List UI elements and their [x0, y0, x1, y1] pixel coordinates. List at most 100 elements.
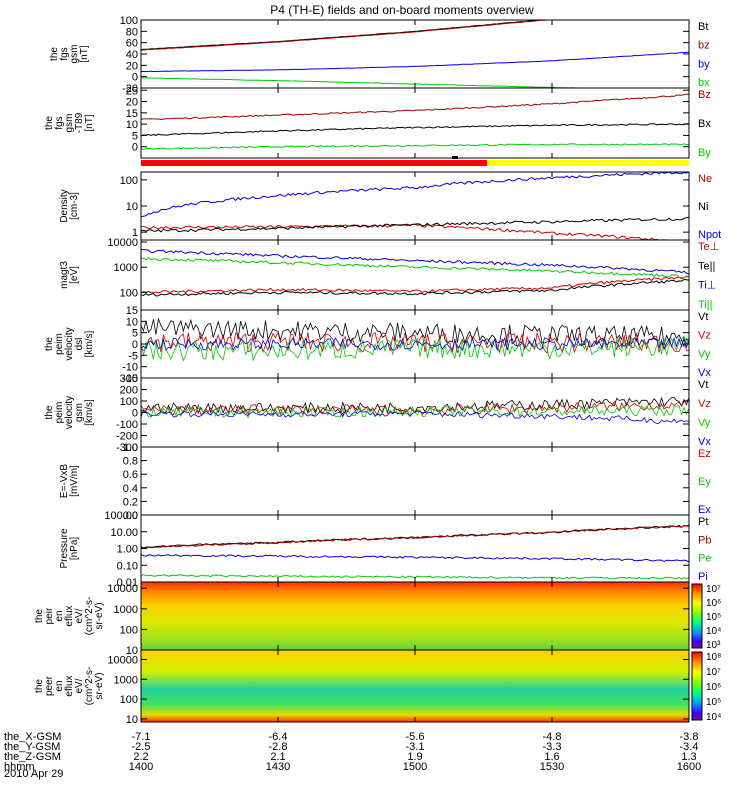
y-tick-label: 5: [132, 130, 138, 142]
y-axis-label-line: sr-eV): [94, 672, 105, 699]
series-line-vx: [140, 336, 690, 351]
y-tick-label: 0.01: [117, 577, 138, 589]
y-axis-label-line: eflux: [64, 605, 75, 626]
y-axis-label-line: (cm^2-s-: [84, 597, 95, 636]
y-tick-label: 10: [126, 714, 138, 726]
colorbar-label: 10³: [706, 640, 721, 651]
y-tick-label: 0.2: [123, 496, 138, 508]
mode-bar-red: [141, 160, 487, 166]
y-tick-label: 10000: [107, 237, 138, 249]
y-axis-label-line: fgs: [59, 47, 70, 60]
mode-bar-mark: [452, 156, 458, 159]
y-axis-label-line: peim: [54, 402, 65, 424]
colorbar-label: 10⁴: [706, 712, 721, 723]
orbit-row-value: -4.8: [543, 731, 562, 743]
y-axis-label-line: [eV]: [69, 266, 80, 284]
y-axis-label-line: eV/: [74, 608, 85, 623]
legend-entry: Vy: [698, 348, 711, 360]
y-tick-label: -5: [128, 350, 138, 362]
y-tick-label: 25: [126, 85, 138, 97]
orbit-row-value: 1.6: [544, 751, 559, 763]
legend-entry: Te⊥: [698, 241, 719, 253]
y-tick-label: 15: [126, 108, 138, 120]
y-axis-label-line: the: [44, 337, 55, 351]
series-line-by: [140, 51, 689, 73]
y-axis-label-line: gsm: [74, 403, 85, 422]
orbit-row-label: the_Z-GSM: [4, 751, 61, 763]
y-axis-label-line: the: [44, 405, 55, 419]
y-axis-label-line: peim: [54, 333, 65, 355]
series-line-vy: [140, 404, 690, 419]
panel-4: Te⊥ Te|| Ti⊥ Ti|| 10000 1000 100 magt3[eV]: [59, 237, 719, 311]
y-axis-label-line: (cm^2-s-: [84, 667, 95, 706]
y-tick-label: 1000: [114, 604, 138, 616]
legend-entry: Bz: [698, 89, 711, 101]
series-line-vt: [140, 317, 690, 348]
y-axis-label: thefgsgsm-T89[nT]: [44, 112, 95, 133]
y-axis-label-line: velocity: [64, 327, 75, 360]
legend-entry: Vx: [698, 367, 711, 379]
y-tick-label: 40: [126, 49, 138, 61]
series-line-ti: [141, 249, 690, 275]
y-tick-label: 10: [126, 119, 138, 131]
y-tick-label: 0.8: [123, 456, 138, 468]
date-label: 2010 Apr 29: [4, 768, 63, 780]
y-axis-label-line: eV/: [74, 678, 85, 693]
y-axis-label: thepeirenefluxeV/(cm^2-s-sr-eV): [34, 597, 105, 636]
series-line-ti: [140, 256, 690, 279]
orbit-row-value: -2.5: [132, 741, 151, 753]
series-line-by: [140, 143, 690, 151]
series-line-ni: [140, 216, 690, 233]
y-axis-label-line: the: [34, 609, 45, 623]
y-axis-label: E=-VxB[mV/m]: [59, 464, 80, 499]
y-tick-label: 20: [126, 60, 138, 72]
panel-frame: [140, 19, 690, 89]
orbit-table: the_X-GSM -7.1 -6.4 -5.6 -4.8 -3.8 the_Y-GSM -2…: [4, 731, 701, 773]
y-tick-label: 60: [126, 38, 138, 50]
colorbar-label: 10⁸: [706, 652, 721, 663]
legend-entry: Npot: [698, 229, 721, 241]
panel-frame: [140, 446, 690, 516]
legend-entry: Ey: [698, 476, 711, 488]
y-tick-label: -200: [116, 431, 138, 443]
legend-entry: Vz: [698, 398, 711, 410]
y-axis-label-line: en: [54, 680, 65, 691]
y-tick-label: 100: [120, 175, 138, 187]
y-tick-label: 0.4: [123, 483, 138, 495]
y-tick-label: 10: [126, 316, 138, 328]
orbit-row-value: 1500: [403, 761, 427, 773]
colorbar-label: 10⁵: [706, 612, 721, 623]
legend-entry: Ti||: [698, 299, 712, 311]
legend-entry: Te||: [698, 260, 715, 272]
panel-frame: [140, 514, 690, 583]
y-axis-label: thepeimvelocitygsm[km/s]: [44, 396, 95, 429]
orbit-row-label: the_X-GSM: [4, 731, 61, 743]
y-axis-label-line: [mV/m]: [69, 465, 80, 497]
y-axis-label-line: sr-eV): [94, 602, 105, 629]
series-line-bz: [140, 93, 689, 121]
y-axis-label: Pressure[nPa]: [59, 528, 80, 568]
panel-9: 10⁷ 10⁶ 10⁵ 10⁴ 10³ 10000 1000 100 10 thepeirenef…: [34, 581, 721, 657]
y-axis-label: Density[cm-3]: [59, 189, 80, 222]
series-line-te: [140, 275, 690, 294]
legend-entry: Bt: [698, 21, 708, 33]
colorbar: 10⁸ 10⁷ 10⁶ 10⁵ 10⁴: [691, 651, 721, 723]
colorbar-bar: [691, 651, 703, 721]
y-tick-label: -10: [122, 362, 138, 374]
orbit-row-value: 2.1: [270, 751, 285, 763]
y-tick-label: 1.0: [123, 442, 138, 454]
panel-7: Ez Ey Ex 1.0 0.80.6 0.40.2 0.0 E=-VxB[mV/m]: [59, 442, 711, 522]
colorbar-bar: [691, 583, 703, 649]
legend-entry: Pt: [698, 516, 708, 528]
y-tick-label: 100.00: [104, 510, 138, 522]
orbit-row-value: -3.8: [680, 731, 699, 743]
legend-entry: by: [698, 58, 710, 70]
series-line-bx: [140, 123, 690, 137]
y-axis-label-line: [nPa]: [69, 537, 80, 561]
y-axis-label-line: [nT]: [79, 45, 90, 62]
y-tick-label: -300: [116, 442, 138, 454]
orbit-row-value: -7.1: [132, 731, 151, 743]
y-axis-label-line: gsm: [64, 114, 75, 133]
y-tick-label: 15: [126, 305, 138, 317]
legend-entry: Vz: [698, 330, 711, 342]
